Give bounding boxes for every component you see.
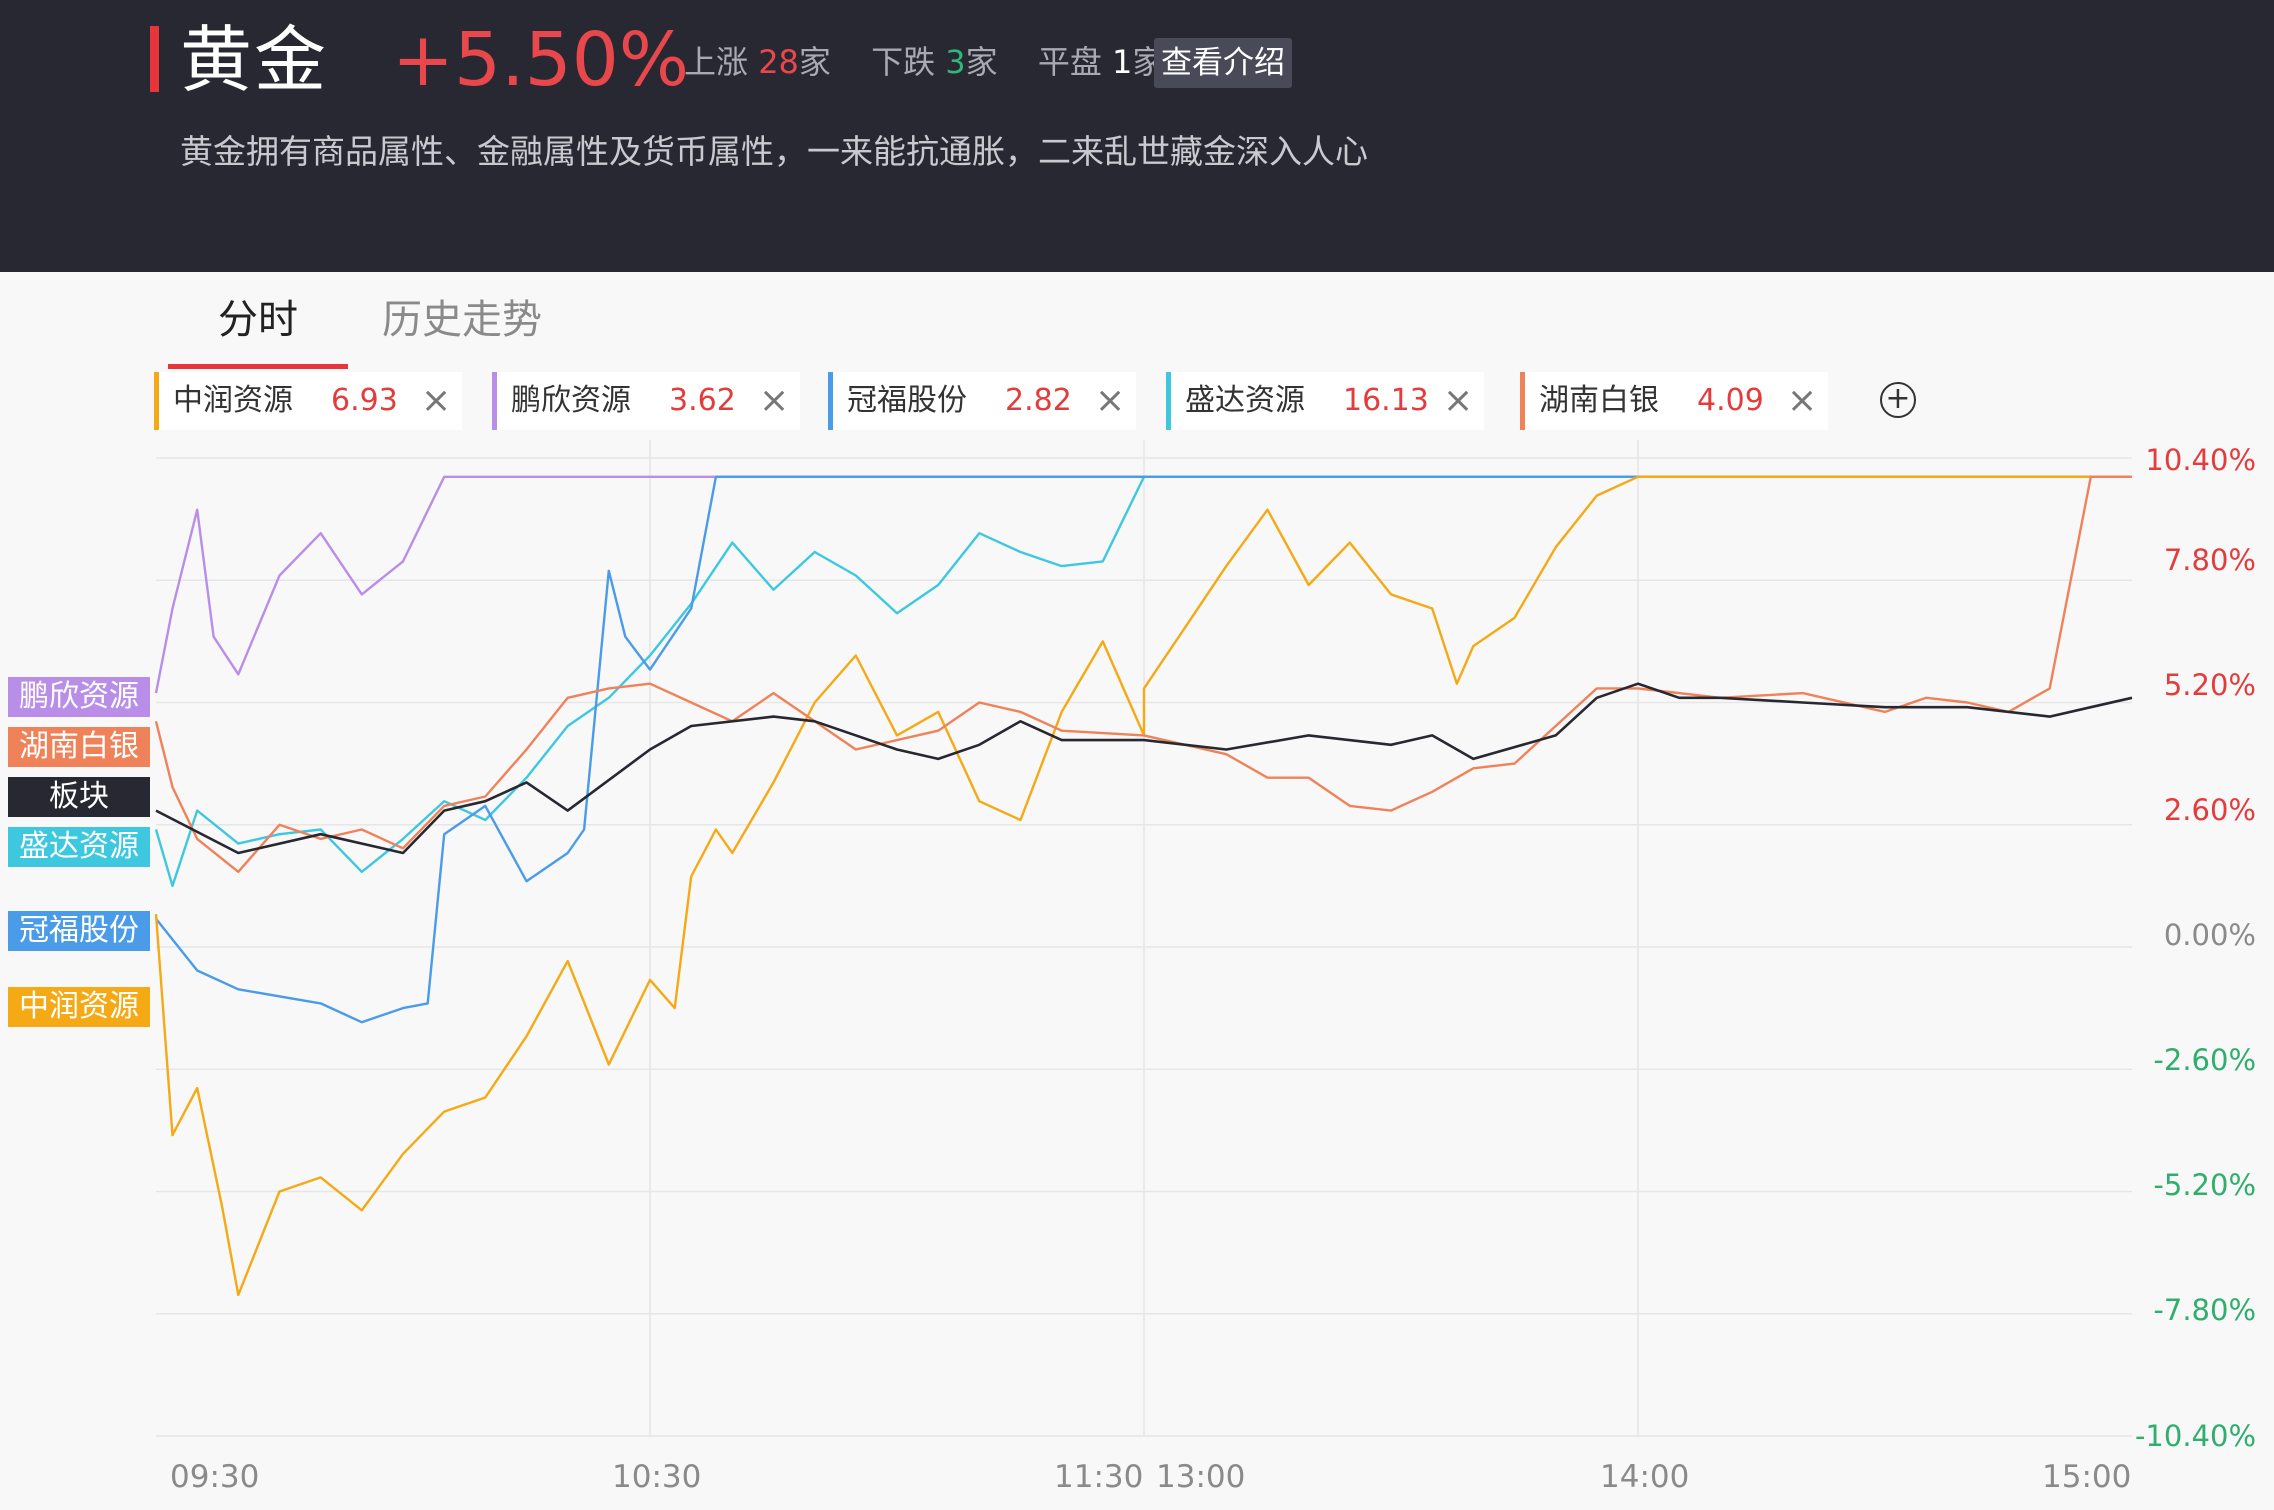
chip-name: 盛达资源	[1185, 383, 1305, 418]
series-line-冠福股份	[155, 475, 2132, 1024]
compare-chip-hunanbaiyin[interactable]: 湖南白银 4.09 ×	[1520, 372, 1828, 430]
sector-title: 黄金	[180, 18, 329, 102]
flat-label: 平盘	[1037, 43, 1102, 81]
compare-chip-pengxin[interactable]: 鹏欣资源 3.62 ×	[492, 372, 800, 430]
y-tick-label: -7.80%	[2153, 1293, 2256, 1327]
series-line-湖南白银	[154, 475, 2132, 873]
legend-tag-shengda: 盛达资源	[8, 827, 150, 867]
down-count: 3	[945, 43, 966, 81]
legend-tag-zhongrun: 中润资源	[8, 987, 150, 1027]
sector-header	[0, 0, 2274, 272]
down-unit: 家	[965, 43, 998, 81]
view-intro-button[interactable]: 查看介绍	[1154, 38, 1292, 88]
up-count: 28	[758, 43, 799, 81]
legend-tag-pengxin: 鹏欣资源	[8, 677, 150, 717]
y-tick-label: 10.40%	[2145, 443, 2256, 477]
close-icon[interactable]: ×	[1443, 380, 1474, 421]
close-icon[interactable]: ×	[1787, 380, 1818, 421]
chip-value: 6.93	[331, 383, 398, 418]
compare-chip-guanfu[interactable]: 冠福股份 2.82 ×	[828, 372, 1136, 430]
x-tick-label: 11:30	[1054, 1459, 1144, 1495]
legend-tag-sector: 板块	[8, 777, 150, 817]
close-icon[interactable]: ×	[1095, 380, 1126, 421]
legend-tag-guanfu: 冠福股份	[8, 911, 150, 951]
compare-chip-shengda[interactable]: 盛达资源 16.13 ×	[1166, 372, 1484, 430]
title-accent-bar	[150, 26, 159, 92]
down-label: 下跌	[871, 43, 936, 81]
chip-value: 16.13	[1343, 383, 1429, 418]
sector-description: 黄金拥有商品属性、金融属性及货币属性，一来能抗通胀，二来乱世藏金深入人心	[180, 132, 1368, 171]
legend-tag-hunanbaiyin: 湖南白银	[8, 727, 150, 767]
y-tick-label: 2.60%	[2163, 793, 2256, 827]
chip-value: 4.09	[1697, 383, 1764, 418]
y-tick-label: -10.40%	[2134, 1419, 2256, 1453]
add-compare-icon[interactable]: +	[1880, 382, 1916, 418]
flat-count: 1	[1112, 43, 1133, 81]
close-icon[interactable]: ×	[759, 380, 790, 421]
series-line-板块	[155, 682, 2133, 855]
chip-value: 2.82	[1005, 383, 1072, 418]
up-unit: 家	[798, 43, 831, 81]
y-tick-label: -5.20%	[2153, 1168, 2256, 1202]
y-tick-label: 0.00%	[2163, 918, 2256, 952]
y-tick-label: 5.20%	[2163, 668, 2256, 702]
down-stat: 下跌 3家	[871, 43, 998, 81]
x-tick-label: 10:30	[612, 1459, 702, 1495]
chip-name: 湖南白银	[1539, 383, 1659, 418]
y-tick-label: 7.80%	[2163, 543, 2256, 577]
market-breadth-stats: 上涨 28家 下跌 3家 平盘 1家	[684, 38, 1194, 86]
chip-value: 3.62	[669, 383, 736, 418]
up-stat: 上涨 28家	[684, 43, 831, 81]
sector-change-percent: +5.50%	[392, 17, 690, 103]
close-icon[interactable]: ×	[421, 380, 452, 421]
up-label: 上涨	[684, 43, 749, 81]
x-tick-label: 15:00	[2042, 1459, 2132, 1495]
chip-name: 中润资源	[173, 383, 293, 418]
compare-chip-zhongrun[interactable]: 中润资源 6.93 ×	[154, 372, 462, 430]
x-tick-label: 13:00	[1156, 1459, 1246, 1495]
series-line-鹏欣资源	[154, 475, 2132, 694]
chip-name: 鹏欣资源	[511, 383, 631, 418]
x-tick-label: 14:00	[1600, 1459, 1690, 1495]
chart-panel	[0, 272, 2274, 1510]
tab-intraday[interactable]: 分时	[218, 297, 298, 343]
series-line-中润资源	[154, 475, 2132, 1297]
y-tick-label: -2.60%	[2153, 1043, 2256, 1077]
tab-history[interactable]: 历史走势	[382, 297, 542, 343]
chip-name: 冠福股份	[847, 383, 967, 418]
x-tick-label: 09:30	[170, 1459, 260, 1495]
active-tab-indicator	[168, 364, 348, 369]
